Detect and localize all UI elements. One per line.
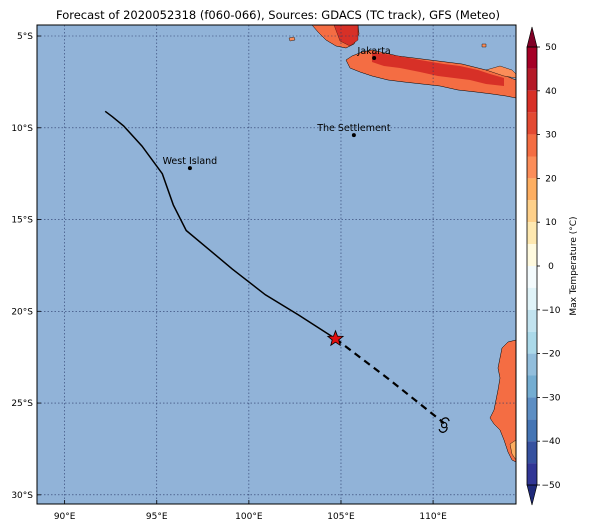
land-java-hot — [372, 52, 504, 86]
lat-tick-label: 30°S — [11, 491, 33, 501]
longitude-ticks: 90°E 95°E 100°E 105°E 110°E — [54, 500, 447, 522]
colorbar-bin — [527, 353, 537, 376]
land-masses — [288, 25, 516, 463]
colorbar-bin — [527, 178, 537, 201]
colorbar-bin — [527, 156, 537, 179]
lon-tick-label: 90°E — [54, 512, 76, 522]
lat-tick-label: 25°S — [11, 399, 33, 409]
colorbar-tick-label: 10 — [545, 218, 557, 228]
colorbar-bin — [527, 68, 537, 91]
cyclone-track — [104, 110, 445, 425]
lon-tick-label: 100°E — [235, 512, 263, 522]
colorbar-tick-label: −20 — [542, 350, 561, 360]
colorbar: 50 40 30 20 10 0 −10 −20 −30 −40 −50 — [526, 26, 561, 506]
colorbar-bin — [527, 244, 537, 266]
page-title: Forecast of 2020052318 (f060-066), Sourc… — [56, 8, 500, 22]
map-area[interactable]: Jakarta The Settlement West Island — [36, 24, 517, 505]
place-marker — [372, 56, 377, 61]
land-islet — [288, 36, 296, 42]
place-label: The Settlement — [316, 123, 391, 134]
place-marker — [187, 166, 192, 171]
lon-tick-label: 105°E — [327, 512, 355, 522]
past-track-line — [104, 110, 336, 340]
land-australia-south — [509, 439, 516, 461]
colorbar-tick-label: −50 — [542, 481, 561, 491]
colorbar-bin — [527, 287, 537, 310]
colorbar-bin — [527, 222, 537, 245]
cyclone-symbol-arm — [440, 417, 450, 424]
colorbar-extend-high — [526, 26, 538, 48]
colorbar-tick-label: 50 — [545, 43, 557, 53]
colorbar-tick-label: −30 — [542, 393, 561, 403]
colorbar-bin — [527, 419, 537, 442]
lat-tick-label: 5°S — [17, 32, 33, 42]
colorbar-bin — [527, 309, 537, 332]
lon-tick-label: 110°E — [419, 512, 447, 522]
ocean — [37, 25, 516, 504]
lat-tick-label: 10°S — [11, 124, 33, 134]
lat-tick-label: 20°S — [11, 307, 33, 317]
lon-tick-label: 95°E — [146, 512, 168, 522]
colorbar-label: Max Temperature (°C) — [569, 216, 579, 315]
place-label: West Island — [163, 156, 218, 167]
land-sumatra-hot — [333, 25, 359, 47]
colorbar-bin — [527, 331, 537, 354]
colorbar-bin — [527, 134, 537, 157]
colorbar-tick-label: 20 — [545, 174, 557, 184]
lat-tick-label: 15°S — [11, 216, 33, 226]
current-position-star — [326, 329, 345, 347]
colorbar-tick-label: −40 — [542, 437, 561, 447]
colorbar-tick-label: 0 — [548, 262, 554, 272]
cyclone-symbol — [440, 421, 448, 429]
latitude-ticks: 5°S 10°S 15°S 20°S 25°S 30°S — [11, 32, 41, 501]
colorbar-bin — [527, 90, 537, 113]
land-islet — [481, 43, 487, 48]
colorbar-tick-label: −10 — [542, 306, 561, 316]
colorbar-bin — [527, 200, 537, 223]
colorbar-bin — [527, 112, 537, 135]
gridlines — [37, 25, 516, 504]
cyclone-symbol-arm — [438, 427, 448, 433]
colorbar-tick-label: 40 — [545, 87, 557, 97]
colorbar-bin — [527, 441, 537, 464]
place-label: Jakarta — [357, 46, 391, 57]
colorbar-bin — [527, 266, 537, 288]
track-markers — [326, 329, 450, 433]
place-marker — [351, 133, 356, 138]
map-frame — [36, 24, 517, 505]
colorbar-bin — [527, 47, 537, 69]
land-bali — [485, 65, 516, 79]
places: Jakarta The Settlement West Island — [163, 46, 391, 171]
forecast-track-line — [334, 337, 445, 425]
colorbar-bin — [527, 397, 537, 420]
colorbar-bin — [527, 375, 537, 398]
colorbar-tick-label: 30 — [545, 131, 557, 141]
colorbar-bin — [527, 463, 537, 485]
colorbar-extend-low — [526, 484, 538, 506]
land-australia — [489, 339, 516, 463]
